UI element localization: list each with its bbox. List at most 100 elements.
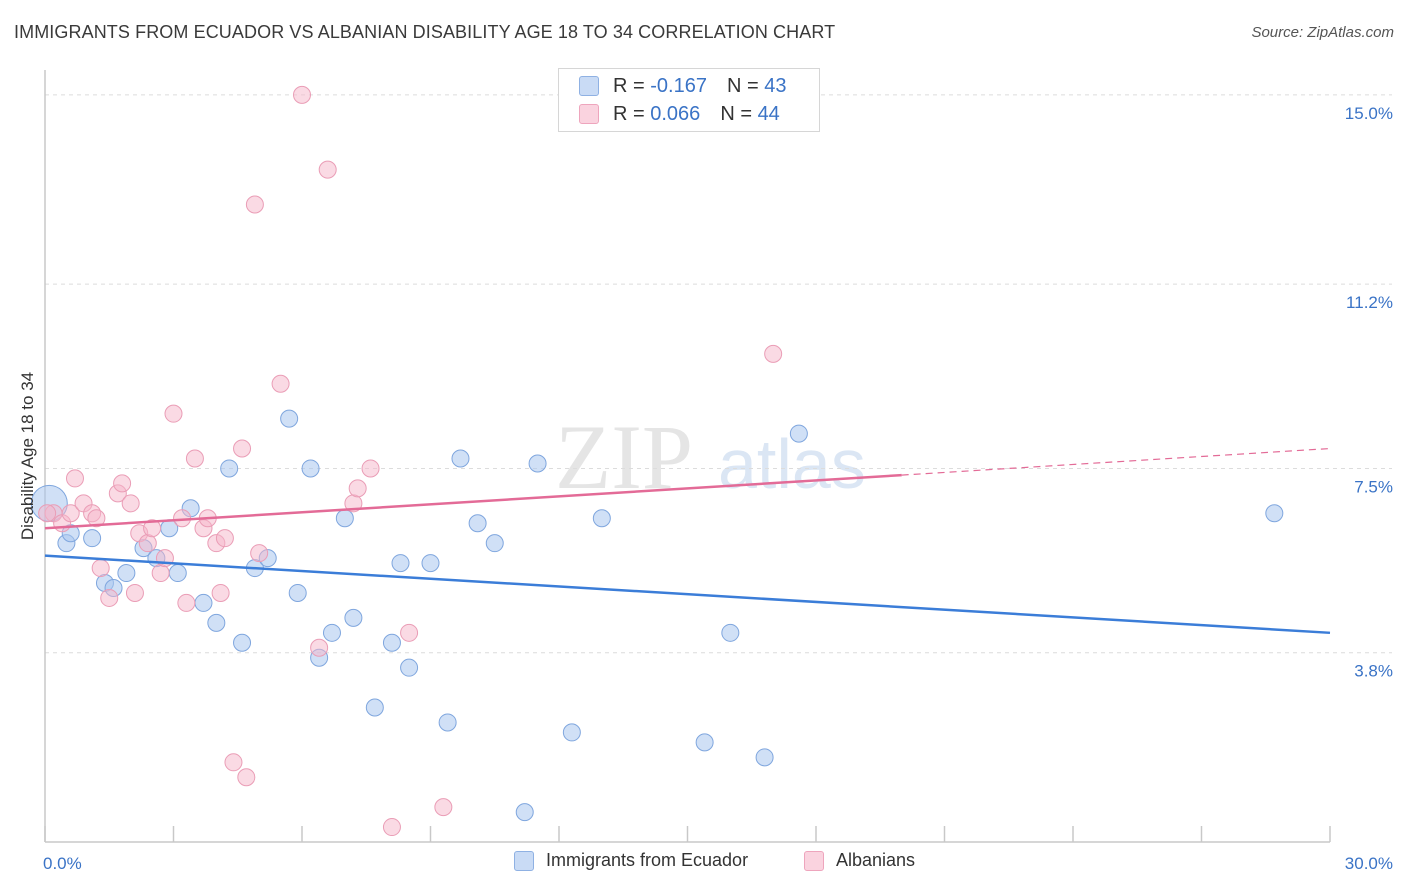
ecuador-point bbox=[207, 613, 226, 632]
albanian-point bbox=[224, 753, 243, 772]
albanian-point bbox=[87, 509, 106, 528]
ecuador-point bbox=[322, 623, 341, 642]
albanian-point bbox=[245, 195, 264, 214]
legend-r-value: -0.167 bbox=[650, 74, 707, 97]
albanian-point bbox=[764, 344, 783, 363]
legend-row-ecuador: R = -0.167 N = 43 bbox=[579, 73, 786, 99]
albanian-point bbox=[400, 623, 419, 642]
albanian-point bbox=[361, 459, 380, 478]
albanian-point bbox=[237, 768, 256, 787]
albanian-point bbox=[382, 818, 401, 837]
ecuador-point bbox=[194, 593, 213, 612]
ecuador-point bbox=[562, 723, 581, 742]
ecuador-point bbox=[391, 554, 410, 573]
albanian-point bbox=[250, 544, 269, 563]
legend-n-label: N = bbox=[720, 102, 752, 125]
legend-n-value: 43 bbox=[764, 74, 787, 97]
y-tick-label: 7.5% bbox=[1354, 477, 1393, 496]
ecuador-point bbox=[755, 748, 774, 767]
series-swatch-albanian bbox=[804, 850, 824, 871]
albanian-point bbox=[271, 374, 290, 393]
ecuador-point bbox=[468, 514, 487, 533]
ecuador-point bbox=[335, 509, 354, 528]
ecuador-point bbox=[220, 459, 239, 478]
watermark-zip: ZIP bbox=[555, 406, 693, 508]
ecuador-point bbox=[421, 554, 440, 573]
ecuador-point bbox=[83, 529, 102, 548]
albanian-point bbox=[38, 504, 57, 523]
ecuador-point bbox=[117, 564, 136, 583]
albanian-point bbox=[318, 160, 337, 179]
albanian-point bbox=[100, 588, 119, 607]
series-label-albanian: Albanians bbox=[836, 850, 916, 870]
albanian-point bbox=[310, 638, 329, 657]
series-legend-albanian: Albanians bbox=[804, 850, 915, 871]
ecuador-point bbox=[451, 449, 470, 468]
albanian-point bbox=[151, 564, 170, 583]
albanian-point bbox=[113, 474, 132, 493]
albanian-point bbox=[185, 449, 204, 468]
legend-row-albanian: R = 0.066 N = 44 bbox=[579, 101, 780, 127]
legend-r-value: 0.066 bbox=[650, 102, 701, 125]
ecuador-point bbox=[168, 564, 187, 583]
albanian-point bbox=[348, 479, 367, 498]
albanian-point bbox=[211, 583, 230, 602]
ecuador-point bbox=[344, 608, 363, 627]
albanian-point bbox=[138, 534, 157, 553]
ecuador-point bbox=[288, 583, 307, 602]
albanian-trend-line bbox=[44, 473, 902, 530]
source-credit: Source: ZipAtlas.com bbox=[1251, 24, 1394, 41]
albanian-point bbox=[61, 504, 80, 523]
y-tick-label: 3.8% bbox=[1354, 662, 1393, 681]
albanian-point bbox=[233, 439, 252, 458]
series-label-ecuador: Immigrants from Ecuador bbox=[546, 850, 749, 870]
albanian-point bbox=[293, 85, 311, 104]
data-points bbox=[30, 85, 1284, 837]
watermark: ZIP atlas bbox=[555, 406, 866, 508]
legend-r-label: R = bbox=[613, 74, 645, 97]
ecuador-point bbox=[515, 803, 534, 822]
x-tick-label: 30.0% bbox=[1345, 854, 1393, 873]
legend-swatch-ecuador bbox=[579, 76, 599, 96]
ecuador-point bbox=[233, 633, 252, 652]
albanian-point bbox=[65, 469, 84, 488]
legend-n-value: 44 bbox=[757, 102, 780, 125]
albanian-point bbox=[125, 583, 144, 602]
tick-labels: 3.8% 7.5% 11.2% 15.0% 0.0% 30.0% bbox=[43, 104, 1393, 873]
ecuador-point bbox=[789, 424, 808, 443]
ecuador-point bbox=[528, 454, 547, 473]
ecuador-point bbox=[695, 733, 714, 752]
ecuador-point bbox=[438, 713, 457, 732]
albanian-point bbox=[177, 593, 196, 612]
ecuador-point bbox=[400, 658, 419, 677]
ecuador-point bbox=[1265, 504, 1284, 523]
albanian-point bbox=[121, 494, 140, 513]
albanian-trend-extension bbox=[901, 447, 1331, 476]
legend-swatch-albanian bbox=[579, 104, 599, 124]
correlation-legend: R = -0.167 N = 43 R = 0.066 N = 44 bbox=[558, 68, 820, 132]
legend-n-label: N = bbox=[726, 74, 759, 97]
ecuador-point bbox=[382, 633, 401, 652]
ecuador-trend-line bbox=[44, 554, 1331, 635]
x-tick-label: 0.0% bbox=[43, 854, 82, 873]
albanian-point bbox=[143, 519, 162, 538]
ecuador-point bbox=[280, 409, 299, 428]
albanian-point bbox=[164, 404, 183, 423]
legend-r-label: R = bbox=[613, 102, 645, 125]
y-axis-label: Disability Age 18 to 34 bbox=[18, 371, 37, 541]
trend-lines bbox=[44, 447, 1331, 635]
series-legend-ecuador: Immigrants from Ecuador bbox=[514, 850, 748, 871]
ecuador-point bbox=[365, 698, 384, 717]
chart-title: IMMIGRANTS FROM ECUADOR VS ALBANIAN DISA… bbox=[14, 22, 836, 42]
ecuador-point bbox=[721, 623, 740, 642]
series-swatch-ecuador bbox=[514, 850, 534, 871]
axes bbox=[44, 70, 1331, 843]
y-tick-label: 11.2% bbox=[1346, 293, 1393, 312]
albanian-point bbox=[215, 529, 234, 548]
ecuador-point bbox=[301, 459, 320, 478]
albanian-point bbox=[434, 798, 453, 817]
y-tick-label: 15.0% bbox=[1345, 104, 1393, 123]
ecuador-point bbox=[592, 509, 611, 528]
series-legend: Immigrants from Ecuador Albanians bbox=[0, 850, 1406, 878]
